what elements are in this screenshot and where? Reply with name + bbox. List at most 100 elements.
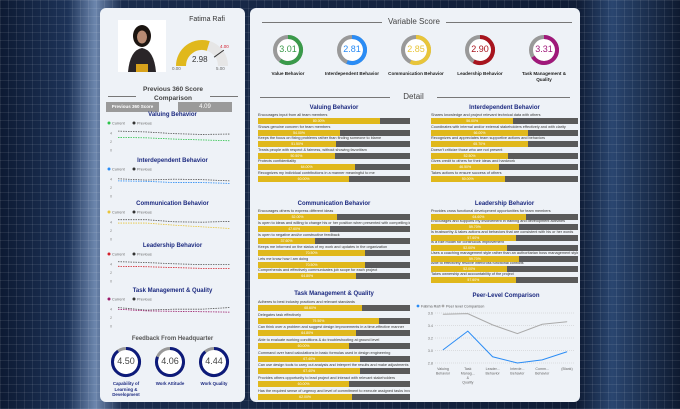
item-label: Provides cross functional development op… (431, 209, 551, 213)
legend-previous-dot (132, 121, 136, 125)
previous-line (117, 178, 231, 182)
data-point (541, 323, 543, 325)
detail-section: Task Management & Quality Adheres to best… (258, 290, 410, 400)
progress-bar: 52.00% (431, 245, 578, 252)
progress-bar: 64.00% (258, 164, 410, 170)
detail-row: Adheres to best industry practices and r… (258, 299, 410, 312)
progress-fill (258, 175, 350, 182)
progress-bar: 52.50% (431, 152, 578, 159)
progress-fill (258, 273, 357, 280)
item-label: Can use design tools to carry out analys… (258, 363, 409, 368)
detail-row: Shows genuine concern for team members 54… (258, 125, 410, 137)
mini-chart: Current Previous 4 2 0 (107, 210, 231, 242)
y-tick: 0 (110, 149, 112, 153)
progress-percent: 47.60% (288, 227, 301, 232)
detail-row: Comprehends and effectively communicates… (258, 268, 410, 280)
section-title: Communication Behavior (297, 201, 371, 207)
feedback-label: Capability of Learning & Development (112, 381, 140, 397)
progress-percent: 52.00% (463, 267, 476, 272)
previous-value-box: 4.09 (178, 102, 232, 112)
y-tick: 2 (110, 140, 112, 144)
donut-fill (279, 35, 303, 65)
progress-bar: 70.50% (258, 261, 410, 268)
item-label: Provides others opportunity to lead proj… (258, 375, 395, 380)
data-point (467, 330, 469, 332)
progress-percent: 59.70% (468, 225, 481, 230)
score-gauge (176, 40, 228, 67)
x-tick: Behavior (510, 372, 525, 376)
variable-label: Communication Behavior (388, 71, 444, 76)
divider (446, 22, 572, 23)
feedback-donut (155, 347, 185, 377)
item-label: Takes actions to ensure success of other… (431, 170, 502, 175)
donut-fill (346, 35, 367, 65)
detail-row: Encourages and supports my involvement i… (431, 219, 578, 231)
section-title: Valuing Behavior (309, 105, 359, 111)
progress-percent: 52.00% (463, 246, 476, 251)
current-line (117, 137, 231, 142)
detail-row: Encourages input from all team members 80… (258, 113, 410, 125)
detail-row: Takes ownership and accountability of th… (431, 272, 578, 283)
progress-bar: 64.80% (258, 330, 410, 337)
donut-fill (199, 347, 229, 377)
progress-bar: 50.50% (258, 152, 410, 159)
item-label: Doesn't criticize those who are not pres… (431, 147, 503, 152)
series-line (442, 330, 568, 364)
gauge-target: 4.00 (220, 44, 229, 49)
progress-fill (258, 226, 331, 233)
y-tick: 3.0 (428, 349, 433, 353)
progress-fill (431, 224, 519, 231)
variable-donut (401, 35, 431, 65)
progress-percent: 64.80% (301, 331, 314, 336)
feedback-donut (111, 347, 141, 377)
variable-value: 2.85 (407, 44, 425, 54)
feedback-label: Work Quality (200, 381, 228, 386)
item-label: Treats people with respect & fairness, w… (258, 147, 367, 152)
detail-row: Able to effectively resolve intercross f… (431, 261, 578, 273)
current-line (118, 222, 231, 229)
progress-bar: 65.70% (431, 141, 578, 147)
progress-percent: 57.60% (467, 235, 480, 240)
previous-line (118, 219, 231, 223)
detail-row: Can think over a problem and suggest des… (258, 324, 410, 337)
item-label: Recognizes my individual contributions i… (258, 170, 375, 175)
progress-fill (431, 175, 505, 182)
legend-previous-dot (132, 210, 136, 214)
detail-row: Able to evaluate working conditions & do… (258, 337, 410, 350)
y-tick: 2 (110, 186, 112, 190)
progress-bar: 67.40% (258, 355, 410, 362)
current-line (117, 180, 231, 184)
progress-percent: 64.80% (301, 274, 314, 279)
legend-current: Current (112, 168, 126, 172)
progress-percent: 50.00% (461, 176, 474, 181)
current-line (117, 265, 230, 269)
progress-fill (258, 129, 341, 136)
y-tick: 0 (110, 195, 112, 199)
progress-percent: 67.40% (303, 369, 316, 374)
item-label: Can think over a problem and suggest des… (258, 325, 404, 330)
progress-fill (258, 152, 335, 159)
progress-fill (258, 214, 338, 221)
detail-section: Valuing Behavior Encourages input from al… (258, 104, 410, 182)
progress-percent: 56.00% (466, 119, 479, 123)
progress-bar: 52.00% (431, 266, 578, 273)
progress-bar: 64.60% (431, 214, 578, 220)
donut-fill (155, 347, 185, 377)
legend-current: Current (112, 122, 126, 126)
progress-fill (258, 330, 357, 337)
item-label: Shows genuine concern for team members (258, 124, 331, 129)
variable-donut (529, 35, 559, 65)
x-tick: & (467, 376, 470, 380)
detail-row: Doesn't criticize those who are not pres… (431, 148, 578, 160)
progress-fill (431, 245, 508, 252)
y-tick: 0 (110, 238, 112, 242)
progress-bar: 68.60% (258, 305, 410, 312)
detail-row: Uses a coaching management style rather … (431, 251, 578, 262)
gauge-target-marker (213, 49, 225, 58)
detail-row: Protects confidentiality 64.00% (258, 159, 410, 171)
mini-chart: Current Previous 4 2 0 (107, 167, 231, 199)
data-point (541, 359, 543, 361)
y-tick: 3.2 (428, 336, 433, 340)
donut-fill (531, 35, 559, 65)
progress-bar: 80.00% (258, 118, 410, 124)
